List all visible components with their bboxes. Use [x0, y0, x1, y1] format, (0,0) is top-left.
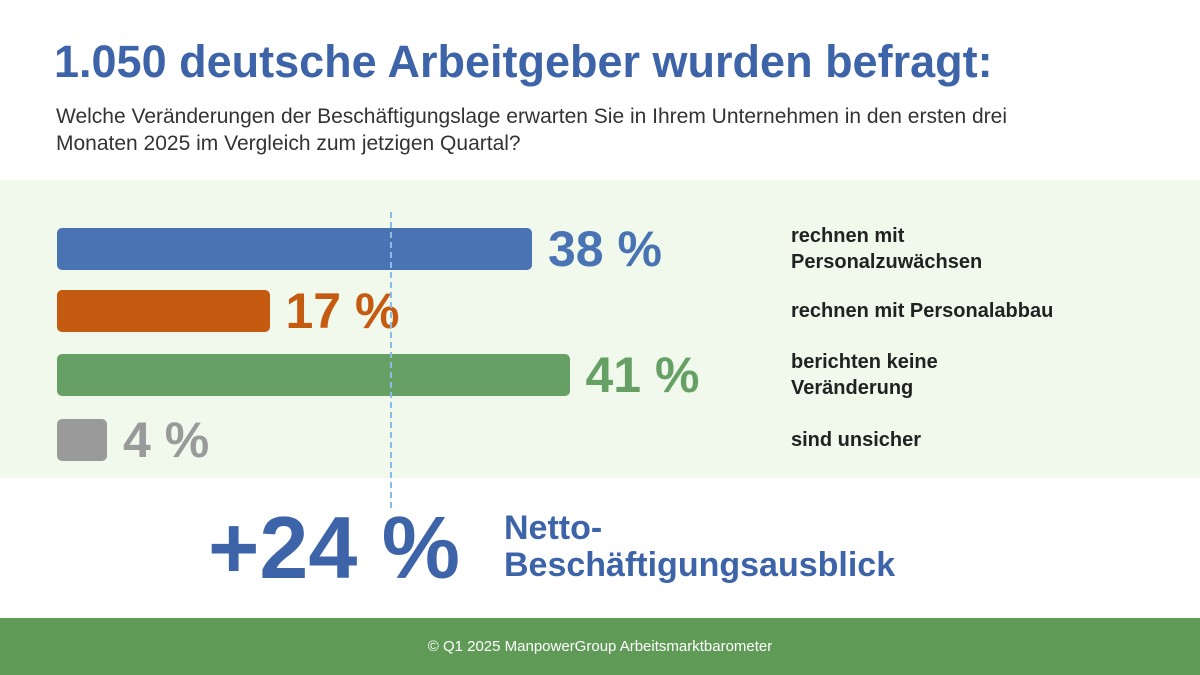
bar	[57, 290, 270, 332]
value-label: 4 %	[123, 412, 210, 468]
divider-line	[390, 212, 392, 508]
net-label: Netto- Beschäftigungsausblick	[504, 509, 896, 584]
category-label: rechnen mit Personalzuwächsen	[791, 225, 983, 273]
subtitle: Welche Veränderungen der Beschäftigungsl…	[56, 105, 1008, 155]
bar	[57, 354, 570, 396]
bar	[57, 419, 107, 461]
net-value: +24 %	[208, 498, 460, 597]
footer: © Q1 2025 ManpowerGroup Arbeitsmarktbaro…	[0, 618, 1200, 675]
category-label: sind unsicher	[791, 429, 922, 451]
category-label: rechnen mit Personalabbau	[791, 300, 1054, 322]
category-label: berichten keine Veränderung	[791, 351, 938, 399]
value-label: 17 %	[285, 283, 400, 339]
bar	[57, 228, 532, 270]
value-label: 41 %	[585, 347, 700, 403]
title: 1.050 deutsche Arbeitgeber wurden befrag…	[54, 36, 993, 87]
value-label: 38 %	[548, 221, 662, 277]
